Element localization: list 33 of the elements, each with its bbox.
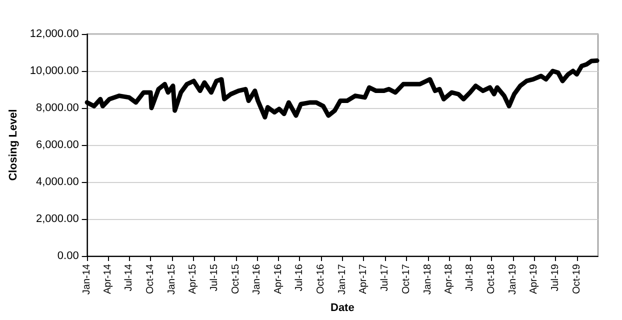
x-tick-label: Apr-14 [102, 264, 114, 294]
x-tick-label: Jul-15 [208, 264, 220, 292]
x-tick-label: Jul-17 [379, 264, 390, 292]
y-tick-label: 2,000.00 [36, 213, 79, 225]
y-tick-label: 4,000.00 [36, 176, 79, 188]
x-tick-label: Jan-14 [81, 264, 92, 295]
x-tick-label: Oct-16 [316, 264, 327, 294]
x-tick-label: Jul-16 [294, 264, 306, 292]
x-tick-label: Oct-14 [145, 264, 156, 294]
x-tick-label: Jan-15 [166, 264, 178, 295]
x-tick-label: Oct-17 [400, 264, 412, 294]
x-tick-label: Jan-16 [252, 264, 263, 295]
x-tick-label: Apr-17 [358, 264, 370, 294]
x-tick-label: Jul-14 [124, 264, 135, 292]
x-tick-label: Jul-18 [464, 264, 476, 292]
x-tick-label: Jan-18 [422, 264, 434, 295]
x-tick-label: Oct-15 [230, 264, 242, 294]
x-tick-label: Apr-15 [188, 264, 199, 294]
x-axis-title: Date [330, 302, 354, 314]
x-tick-label: Oct-19 [571, 264, 582, 294]
y-tick-label: 0.00 [57, 250, 79, 262]
x-tick-label: Jan-17 [337, 264, 348, 295]
x-tick-label: Apr-18 [443, 264, 454, 294]
y-axis-title: Closing Level [8, 109, 20, 181]
y-tick-label: 6,000.00 [36, 139, 79, 151]
x-tick-label: Oct-18 [486, 264, 498, 294]
y-tick-label: 12,000.00 [30, 28, 79, 40]
x-tick-label: Apr-16 [272, 264, 284, 294]
y-tick-label: 8,000.00 [36, 102, 79, 114]
x-tick-label: Jul-19 [550, 264, 561, 292]
y-tick-label: 10,000.00 [30, 65, 79, 77]
x-tick-label: Apr-19 [528, 264, 540, 294]
x-tick-label: Jan-19 [508, 264, 519, 295]
